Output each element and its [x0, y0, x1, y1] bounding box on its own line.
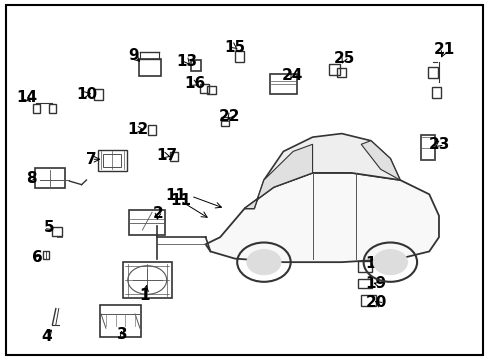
Bar	[427, 67, 437, 78]
Bar	[328, 64, 339, 75]
Bar	[122, 262, 171, 298]
Text: 6: 6	[32, 250, 43, 265]
Bar	[337, 68, 346, 77]
Text: 23: 23	[427, 137, 449, 152]
Bar	[52, 227, 62, 236]
Text: 24: 24	[281, 68, 302, 83]
Text: 11: 11	[164, 188, 185, 203]
Bar	[100, 305, 141, 337]
Text: 1: 1	[139, 288, 150, 302]
Text: 15: 15	[224, 40, 245, 55]
Bar	[206, 86, 215, 94]
Text: 20: 20	[366, 295, 386, 310]
Bar	[200, 84, 208, 93]
Bar	[43, 251, 49, 259]
Bar	[48, 104, 56, 113]
Text: 10: 10	[76, 87, 97, 102]
Text: 17: 17	[156, 148, 177, 163]
Bar	[147, 125, 156, 135]
Text: 9: 9	[128, 48, 139, 63]
Bar	[170, 152, 178, 161]
Bar	[191, 60, 201, 71]
Text: 4: 4	[41, 329, 52, 344]
Circle shape	[246, 249, 281, 275]
Text: 25: 25	[333, 51, 354, 66]
Text: 11: 11	[169, 193, 190, 208]
Bar	[103, 154, 121, 167]
Bar	[269, 75, 296, 94]
Text: 3: 3	[117, 327, 127, 342]
Text: 16: 16	[184, 76, 205, 91]
Bar	[129, 210, 165, 235]
Bar	[358, 279, 371, 288]
Text: 21: 21	[433, 42, 454, 57]
Bar	[98, 150, 126, 171]
Bar	[220, 117, 229, 126]
Text: 8: 8	[26, 171, 37, 186]
Bar	[94, 89, 103, 100]
Bar	[35, 168, 64, 188]
Text: 19: 19	[365, 276, 386, 291]
Circle shape	[372, 249, 407, 275]
Text: 22: 22	[219, 109, 240, 124]
Text: 13: 13	[176, 54, 197, 69]
Bar	[360, 296, 375, 306]
PathPatch shape	[244, 134, 399, 208]
Bar	[139, 59, 160, 76]
Text: 7: 7	[86, 152, 97, 167]
PathPatch shape	[361, 141, 399, 180]
Bar	[235, 51, 244, 62]
Bar	[358, 261, 371, 272]
Text: 18: 18	[365, 256, 386, 271]
Text: 12: 12	[127, 122, 148, 137]
PathPatch shape	[205, 173, 438, 262]
Text: 5: 5	[43, 220, 54, 235]
Bar	[420, 135, 434, 160]
Bar	[431, 87, 441, 98]
PathPatch shape	[244, 144, 312, 208]
Bar	[32, 104, 40, 113]
Text: 14: 14	[16, 90, 37, 105]
Text: 2: 2	[152, 206, 163, 221]
